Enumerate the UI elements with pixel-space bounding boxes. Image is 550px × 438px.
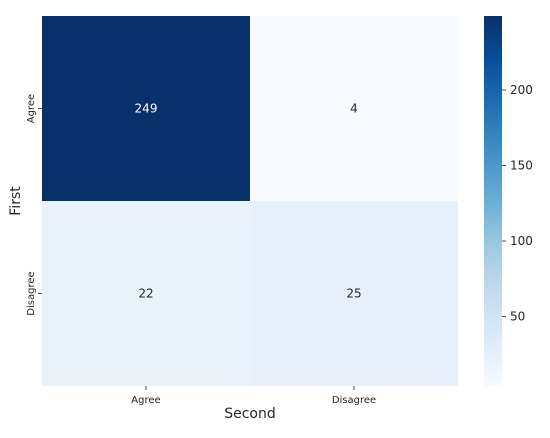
colorbar-tick-label: 200	[510, 83, 533, 97]
colorbar-ticks: 50 100 150 200	[502, 83, 533, 324]
cell-value-label: 22	[138, 287, 153, 301]
x-tick-label: Disagree	[332, 395, 376, 406]
colorbar-tick-label: 100	[510, 234, 533, 248]
cell-value-label: 4	[350, 102, 358, 116]
colorbar-tick-label: 150	[510, 159, 533, 173]
x-tick-label: Agree	[131, 395, 160, 406]
heatmap-cell	[250, 16, 458, 201]
heatmap-cell	[42, 201, 250, 386]
x-axis-ticks: Agree Disagree	[131, 386, 376, 406]
cell-value-label: 249	[135, 102, 158, 116]
y-axis-ticks: Agree Disagree	[26, 94, 42, 316]
x-axis-label: Second	[224, 406, 276, 422]
y-axis-label: First	[8, 186, 24, 216]
y-tick-label: Disagree	[26, 271, 37, 315]
heatmap-cells	[42, 16, 458, 386]
heatmap-cell-labels: 249 4 22 25	[135, 102, 362, 301]
colorbar-tick-label: 50	[510, 310, 525, 324]
heatmap-cell	[250, 201, 458, 386]
cell-value-label: 25	[346, 287, 361, 301]
colorbar	[484, 16, 502, 386]
heatmap-cell	[42, 16, 250, 201]
y-tick-label: Agree	[26, 94, 37, 123]
